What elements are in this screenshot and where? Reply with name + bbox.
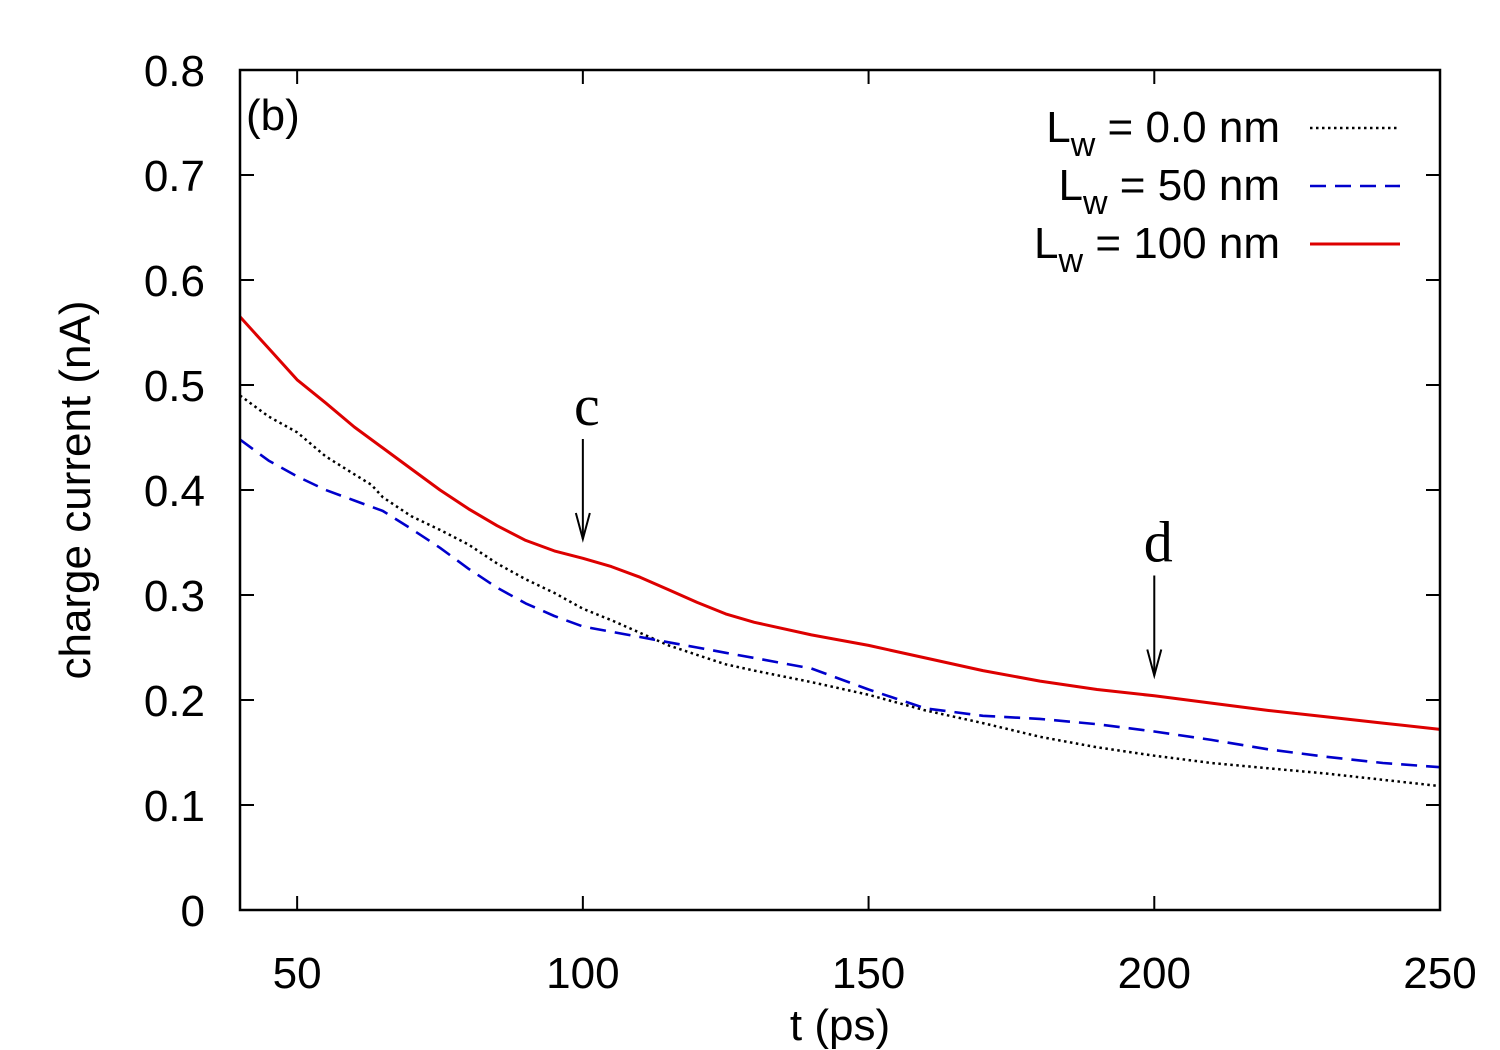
- legend-label-0: Lw = 0.0 nm: [1046, 103, 1280, 164]
- y-tick-label: 0.2: [144, 677, 205, 726]
- x-tick-label: 150: [832, 949, 905, 998]
- y-tick-label: 0.3: [144, 572, 205, 621]
- x-tick-label: 250: [1403, 949, 1476, 998]
- x-tick-label: 200: [1118, 949, 1191, 998]
- annotations: cd: [574, 373, 1173, 680]
- x-tick-label: 100: [546, 949, 619, 998]
- y-tick-label: 0.6: [144, 257, 205, 306]
- y-tick-label: 0.8: [144, 47, 205, 96]
- annotation-label-c: c: [574, 373, 600, 438]
- series-lines: [238, 315, 1441, 788]
- series-line-1: [239, 438, 1441, 769]
- y-axis-title: charge current (nA): [51, 300, 100, 679]
- legend-label-1: Lw = 50 nm: [1059, 161, 1280, 222]
- plot-frame: [238, 68, 1442, 912]
- y-tick-label: 0.7: [144, 152, 205, 201]
- annotation-arrowhead-c: [574, 512, 591, 543]
- y-tick-label: 0.5: [144, 362, 205, 411]
- y-tick-label: 0.4: [144, 467, 205, 516]
- series-line-2: [238, 315, 1441, 731]
- series-line-0: [239, 394, 1441, 788]
- y-tick-label: 0: [181, 887, 205, 936]
- panel-label: (b): [246, 91, 300, 140]
- x-tick-label: 50: [273, 949, 322, 998]
- annotation-label-d: d: [1144, 510, 1173, 575]
- x-axis-title: t (ps): [790, 1001, 890, 1050]
- legend-label-2: Lw = 100 nm: [1034, 219, 1280, 280]
- y-tick-label: 0.1: [144, 782, 205, 831]
- tick-labels: 0 0.1 0.2 0.3 0.4 0.5 0.6 0.7 0.8 50 100 150 200 250: [144, 47, 1477, 998]
- annotation-arrowhead-d: [1146, 649, 1163, 680]
